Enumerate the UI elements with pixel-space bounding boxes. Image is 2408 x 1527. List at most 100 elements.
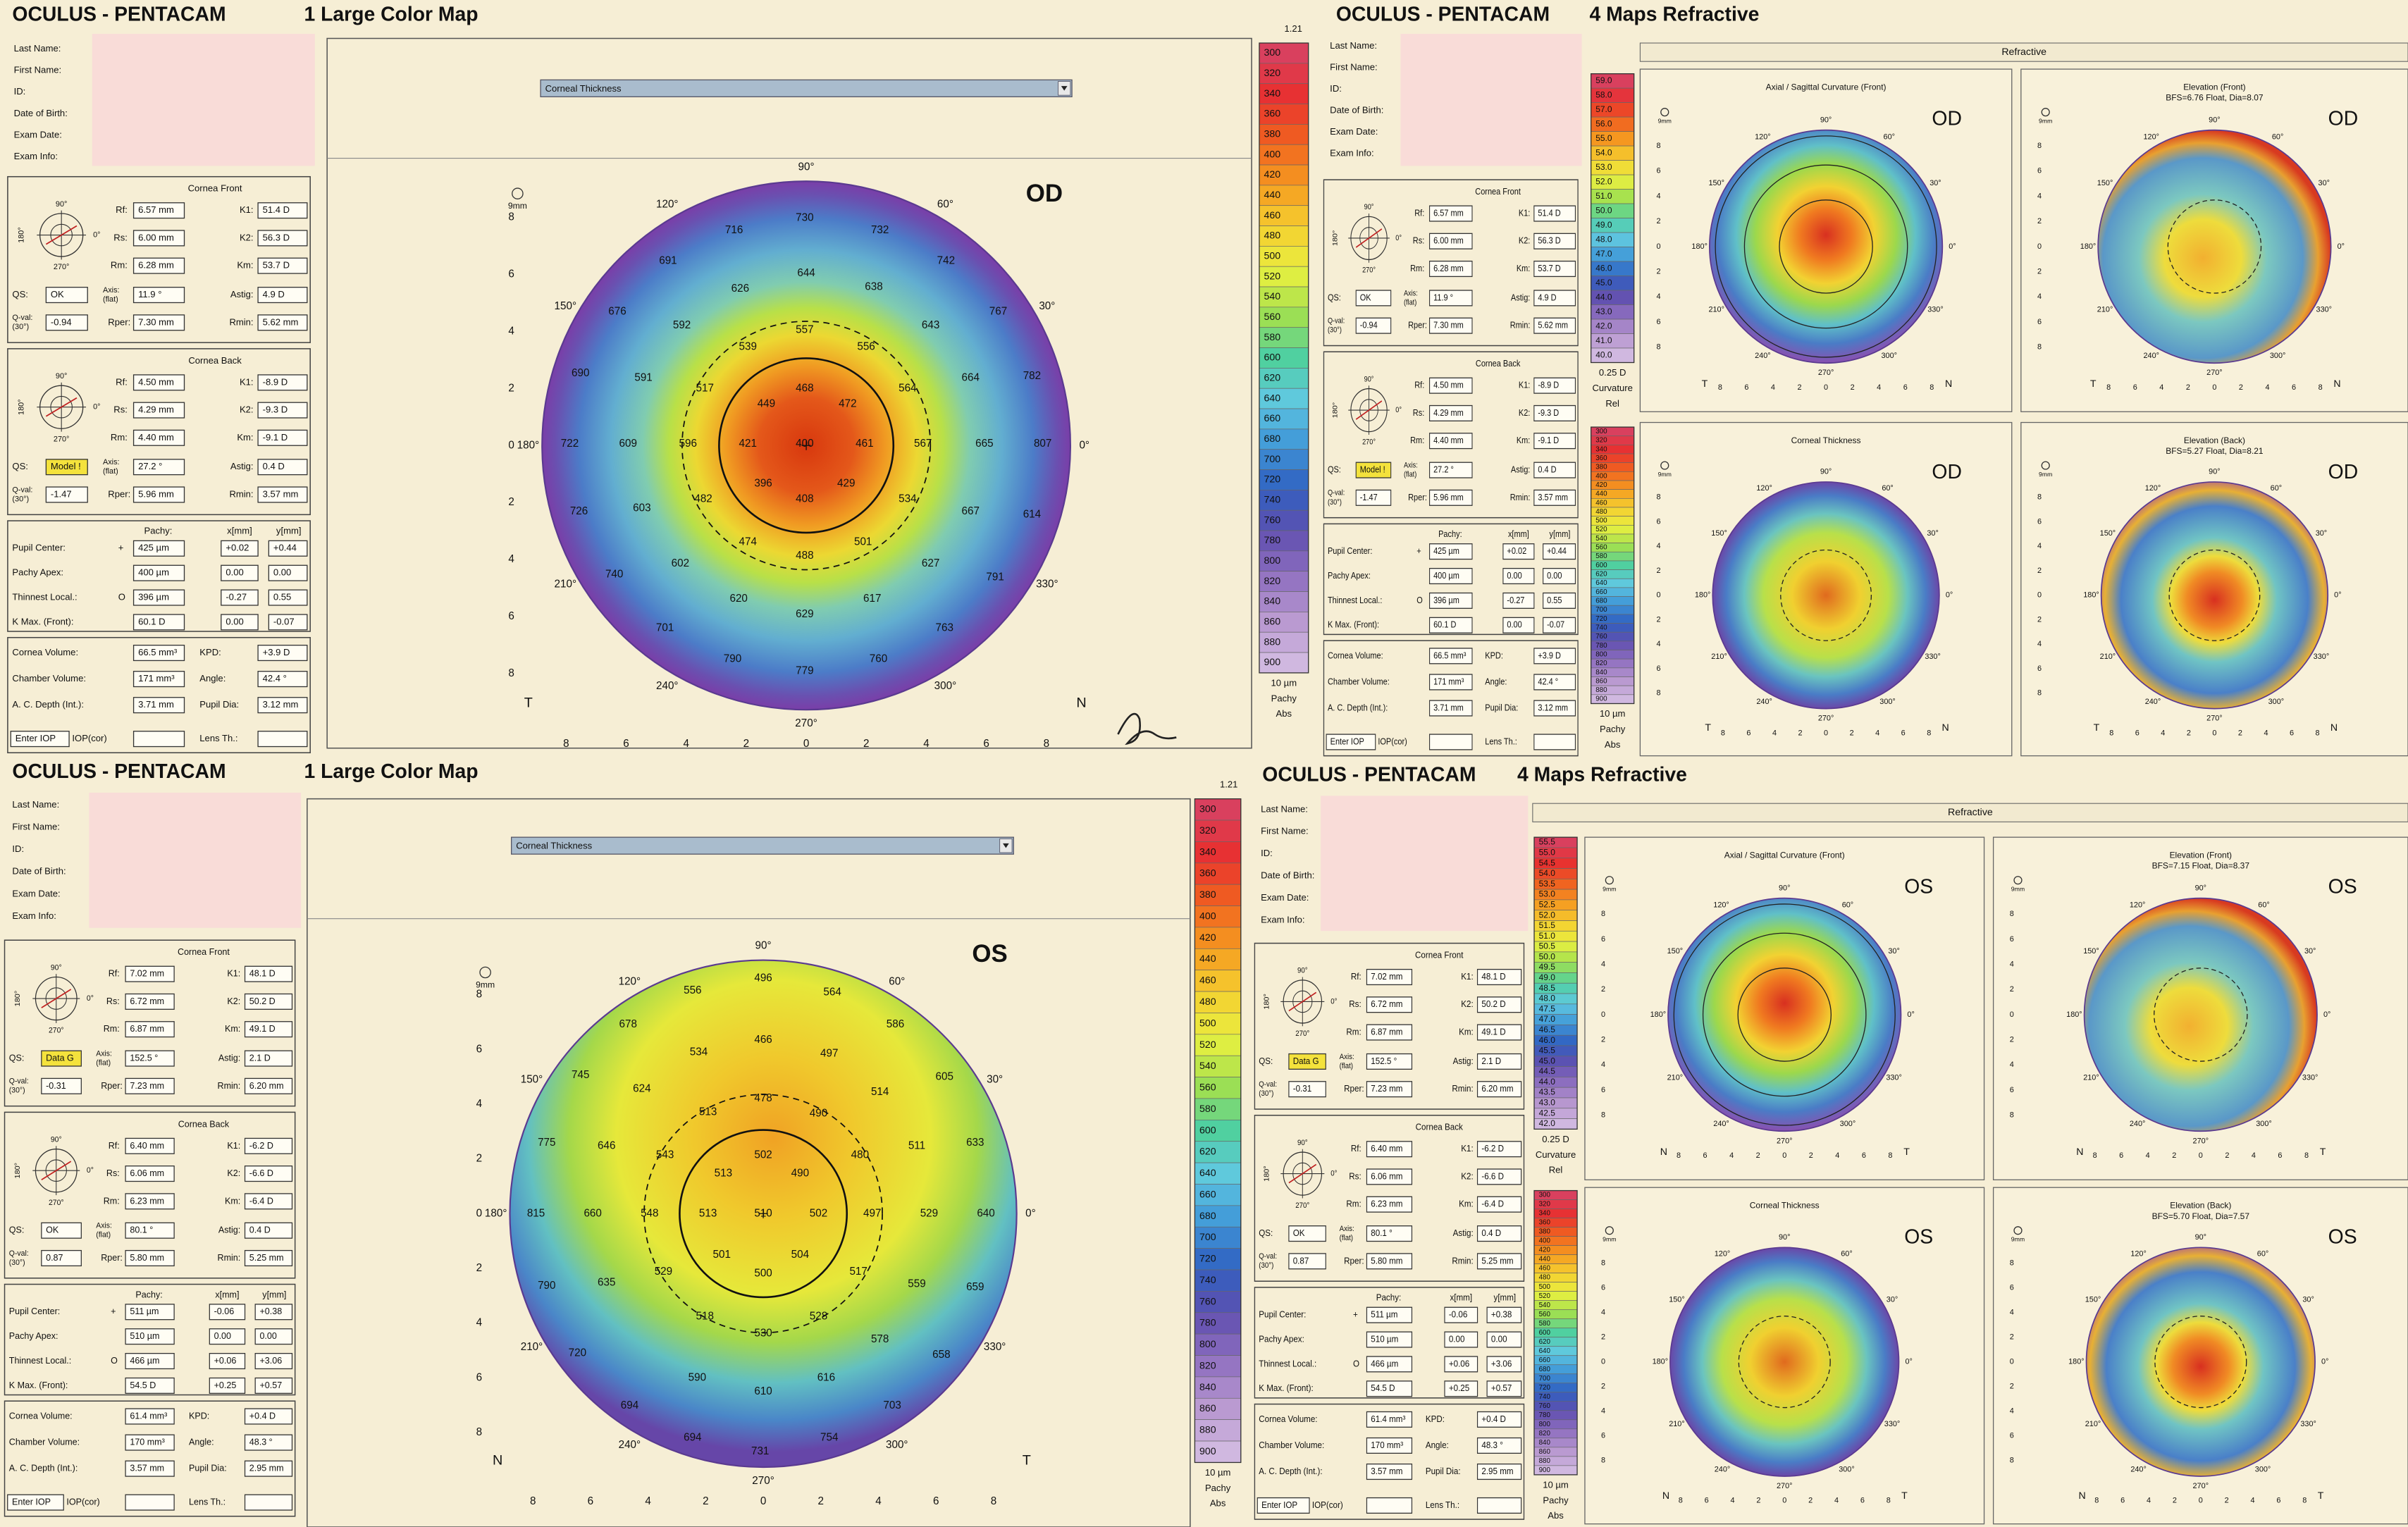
param-label: Rmin: bbox=[229, 316, 253, 327]
scale-frame bbox=[1591, 73, 1635, 364]
scale-footer: 0.25 D bbox=[1599, 367, 1626, 378]
scale-label: 320 bbox=[1199, 825, 1216, 836]
patient-label: Exam Info: bbox=[14, 151, 58, 161]
value: 50.2 D bbox=[249, 996, 276, 1006]
param-label: Q-val: bbox=[9, 1077, 29, 1085]
section-frame bbox=[7, 636, 311, 754]
param-label: K1: bbox=[240, 204, 254, 215]
y-tick-label: 4 bbox=[508, 553, 514, 565]
patient-label: ID: bbox=[1330, 83, 1342, 94]
scale-label: 50.5 bbox=[1539, 941, 1556, 951]
patient-label: Last Name: bbox=[1330, 40, 1377, 51]
value-box bbox=[1366, 996, 1413, 1013]
value-box bbox=[254, 1304, 293, 1321]
dropdown[interactable] bbox=[540, 79, 1073, 97]
color-map bbox=[2100, 481, 2329, 710]
dropdown-label: Corneal Thickness bbox=[516, 841, 592, 851]
map-value: 502 bbox=[810, 1207, 827, 1219]
map-value: 530 bbox=[754, 1327, 772, 1339]
scale-cell bbox=[1259, 266, 1309, 288]
value-box bbox=[257, 459, 308, 476]
x-tick-label: 4 bbox=[1772, 729, 1777, 737]
value-box bbox=[1543, 567, 1576, 585]
value-box bbox=[1533, 462, 1576, 478]
value: -0.94 bbox=[1360, 320, 1378, 330]
param-label: Km: bbox=[1459, 1027, 1474, 1037]
scale-label: 680 bbox=[1264, 433, 1280, 445]
y-tick-label: 8 bbox=[1601, 910, 1605, 918]
degree-label: 60° bbox=[2257, 1250, 2268, 1259]
side-label: N bbox=[2330, 722, 2338, 734]
degree-label: 0° bbox=[1907, 1010, 1914, 1019]
diagram-label: 180° bbox=[13, 1163, 22, 1179]
button[interactable] bbox=[7, 1494, 64, 1511]
value-box bbox=[254, 1377, 293, 1394]
value-box bbox=[268, 540, 308, 557]
value-box bbox=[244, 965, 293, 982]
value-box bbox=[1444, 1356, 1478, 1373]
degree-label: 60° bbox=[2271, 484, 2282, 493]
scale-label: 480 bbox=[1539, 1274, 1551, 1282]
diagram-label: 90° bbox=[1364, 204, 1374, 212]
button[interactable] bbox=[1257, 1497, 1310, 1514]
scale-label: 55.0 bbox=[1595, 133, 1612, 143]
value: 4.29 mm bbox=[138, 404, 174, 415]
value-box bbox=[132, 402, 185, 419]
map-value: 449 bbox=[758, 397, 775, 409]
zoom-icon bbox=[1660, 108, 1669, 117]
button-label: Enter IOP bbox=[1330, 736, 1364, 747]
value-box bbox=[1366, 1380, 1413, 1397]
scale-label: 47.0 bbox=[1539, 1014, 1556, 1024]
button[interactable] bbox=[1326, 734, 1376, 750]
param-label: Rmin: bbox=[1510, 320, 1531, 330]
map-value: 590 bbox=[689, 1372, 706, 1384]
value-box bbox=[257, 314, 308, 331]
dropdown[interactable] bbox=[511, 836, 1014, 855]
value: 27.2 ° bbox=[138, 461, 162, 471]
scale-label: 460 bbox=[1595, 499, 1607, 507]
section-heading: Cornea Front bbox=[178, 946, 230, 957]
value-box bbox=[1429, 648, 1473, 664]
value: -6.6 D bbox=[249, 1168, 273, 1178]
param-label: Astig: bbox=[1511, 292, 1530, 302]
value-box bbox=[1476, 1225, 1522, 1242]
color-map bbox=[2083, 897, 2318, 1132]
map-title: Elevation (Front) bbox=[2183, 82, 2245, 92]
degree-label: 330° bbox=[2314, 653, 2329, 661]
value: 7.30 mm bbox=[138, 316, 174, 327]
value-box bbox=[132, 459, 185, 476]
param-label: Rmin: bbox=[218, 1080, 241, 1091]
param-label: (flat) bbox=[103, 467, 118, 476]
scale-label: 300 bbox=[1595, 428, 1607, 435]
button[interactable] bbox=[10, 731, 70, 748]
value: OK bbox=[1293, 1228, 1305, 1238]
scale-label: 52.0 bbox=[1595, 177, 1612, 187]
map-title: Elevation (Back) bbox=[2170, 1201, 2231, 1211]
value-box bbox=[209, 1352, 246, 1370]
value-box bbox=[244, 1249, 293, 1267]
value-box bbox=[1533, 700, 1576, 717]
value: 6.40 mm bbox=[130, 1140, 164, 1151]
zone-circle bbox=[1743, 164, 1908, 329]
scale-footer: Pachy bbox=[1543, 1495, 1569, 1505]
map-value: 629 bbox=[796, 608, 813, 620]
section-frame bbox=[1323, 179, 1579, 347]
map-value: 609 bbox=[619, 438, 637, 450]
scale-label: 420 bbox=[1595, 481, 1607, 489]
value-box bbox=[257, 671, 308, 688]
value-box bbox=[125, 1137, 175, 1154]
degree-label: 120° bbox=[2130, 1250, 2146, 1259]
y-tick-label: 2 bbox=[1657, 217, 1661, 225]
y-tick-label: 2 bbox=[476, 1153, 482, 1165]
map-value: 429 bbox=[837, 478, 855, 490]
param-label: Astig: bbox=[1453, 1228, 1474, 1238]
param-label: Rs: bbox=[106, 1168, 120, 1178]
scale-label: 50.0 bbox=[1595, 205, 1612, 215]
x-tick-label: 2 bbox=[743, 738, 749, 750]
value: 66.5 mm³ bbox=[138, 647, 178, 657]
param-label: Pupil Dia: bbox=[1426, 1466, 1461, 1476]
value-box bbox=[1444, 1331, 1478, 1348]
scale-label: 320 bbox=[1264, 68, 1280, 79]
scale-footer: Abs bbox=[1605, 739, 1621, 750]
degree-label: 300° bbox=[934, 680, 957, 692]
